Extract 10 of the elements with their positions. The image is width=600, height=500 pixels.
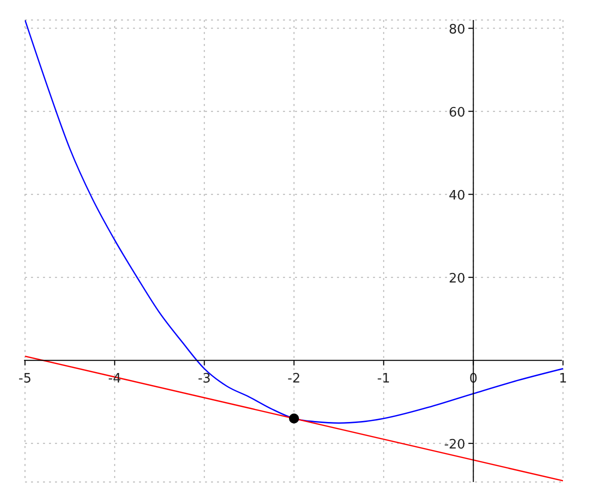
- y-tick-label: 60: [448, 105, 466, 120]
- x-tick-label: -3: [198, 371, 211, 386]
- x-tick-label: -5: [18, 371, 32, 386]
- x-tick-label: -1: [377, 371, 390, 386]
- y-tick-label: 80: [448, 22, 466, 38]
- y-tick-label: -20: [444, 437, 466, 452]
- y-tick-label: 40: [448, 188, 466, 204]
- x-tick-label: -2: [288, 371, 300, 386]
- x-tick-label: 1: [558, 371, 568, 386]
- y-tick-label: 20: [448, 271, 466, 286]
